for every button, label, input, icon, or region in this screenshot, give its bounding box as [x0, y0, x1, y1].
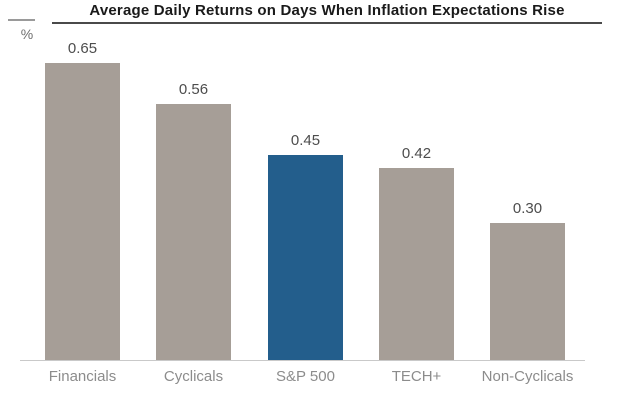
x-axis-label: Non-Cyclicals — [481, 368, 574, 385]
bar-value-label: 0.30 — [512, 200, 543, 217]
bar-group-non-cyclicals: 0.30 Non-Cyclicals — [482, 0, 574, 400]
bar-value-label: 0.45 — [290, 132, 321, 149]
x-axis-label: Cyclicals — [163, 368, 224, 385]
bar-group-cyclicals: 0.56 Cyclicals — [156, 0, 231, 400]
y-axis-unit-label: % — [20, 26, 34, 42]
x-axis-label: S&P 500 — [276, 368, 335, 385]
x-axis-line — [20, 360, 585, 361]
bar-tech — [379, 168, 454, 361]
bar-cyclicals — [156, 104, 231, 361]
x-axis-label: TECH+ — [391, 368, 442, 385]
bar-group-s-p-500: 0.45 S&P 500 — [268, 0, 343, 400]
bar-financials — [45, 63, 120, 361]
bar-value-label: 0.65 — [67, 40, 98, 57]
bar-s-p-500 — [268, 155, 343, 361]
bar-group-financials: 0.65 Financials — [45, 0, 120, 400]
bar-value-label: 0.56 — [178, 81, 209, 98]
bar-value-label: 0.42 — [401, 145, 432, 162]
bar-group-tech: 0.42 TECH+ — [379, 0, 454, 400]
unit-axis-line — [8, 19, 35, 21]
bar-non-cyclicals — [490, 223, 565, 361]
chart-title-underline: Average Daily Returns on Days When Infla… — [52, 2, 602, 24]
chart-title: Average Daily Returns on Days When Infla… — [89, 2, 565, 19]
x-axis-label: Financials — [48, 368, 117, 385]
